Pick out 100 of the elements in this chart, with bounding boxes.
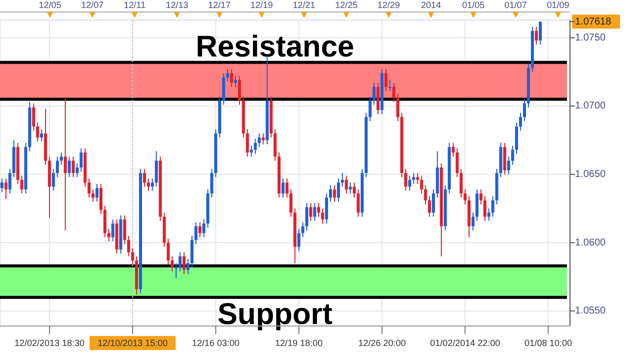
candlestick (376, 82, 380, 115)
candlestick (511, 145, 514, 166)
x-tick-label: 12/26 20:00 (358, 338, 406, 348)
candlestick (234, 76, 238, 88)
candlestick (250, 145, 253, 158)
candlestick (95, 183, 98, 202)
candlestick (464, 188, 467, 205)
candlestick (388, 80, 392, 92)
text: 12/29 (377, 0, 400, 10)
candlestick (4, 178, 8, 200)
candlestick (111, 218, 114, 242)
candlestick (392, 82, 396, 102)
candlestick (60, 152, 63, 166)
y-tick-label: 1.0600 (575, 237, 606, 248)
candlestick (491, 196, 494, 218)
candlestick (515, 122, 518, 154)
candlestick (103, 205, 106, 238)
candlestick (182, 252, 186, 275)
candlestick (285, 178, 288, 198)
candlestick (142, 168, 146, 188)
candlestick (146, 178, 150, 192)
candlestick (309, 202, 312, 222)
band-label: Support (218, 298, 332, 332)
candlestick (456, 148, 459, 178)
x-tick-label: 12/02/2013 18:30 (14, 338, 85, 348)
x-tick-label: 12/19 18:00 (275, 338, 323, 348)
candlestick (262, 132, 265, 145)
candlestick (348, 182, 352, 194)
text: 2014 (420, 0, 442, 10)
text: 12/17 (208, 0, 231, 10)
candlestick (297, 228, 300, 252)
x-tick-label: 01/02/2014 22:00 (430, 338, 500, 348)
candlestick (238, 76, 241, 106)
candlestick (344, 175, 348, 194)
text: 12/07 (81, 0, 104, 10)
candlestick (230, 68, 234, 88)
candlestick (190, 235, 194, 268)
candlestick (274, 128, 277, 162)
candlestick (0, 178, 4, 193)
candlestick (301, 222, 304, 238)
text: 01/07 (504, 0, 527, 10)
candlestick (222, 72, 226, 106)
candlestick (99, 183, 102, 214)
candlestick (507, 156, 510, 175)
candlestick (475, 188, 478, 222)
candlestick (408, 175, 412, 192)
y-tick-label: 1.0700 (575, 100, 606, 112)
text: 12/21 (292, 0, 316, 10)
candlestick (325, 192, 328, 224)
candlestick (64, 97, 67, 231)
candlestick (131, 248, 134, 266)
candlestick (178, 252, 182, 272)
candlestick (202, 218, 206, 238)
candlestick (72, 156, 75, 178)
candlestick (170, 256, 174, 272)
candlestick (52, 168, 55, 192)
candlestick (198, 222, 202, 238)
candlestick (246, 128, 249, 158)
candlestick (107, 228, 110, 242)
y-tick-label: 1.07618 (575, 16, 612, 28)
candlestick (40, 128, 44, 142)
candlestick (154, 150, 158, 188)
candlestick (313, 202, 316, 222)
candlestick (123, 214, 126, 245)
candlestick (321, 208, 324, 224)
candlestick (483, 196, 486, 222)
y-tick-label: 1.0650 (575, 169, 606, 180)
candlestick (472, 212, 475, 231)
candlestick (428, 196, 431, 218)
text: 01/05 (462, 0, 485, 10)
text: 12/11 (124, 0, 146, 10)
candlestick (460, 168, 463, 198)
y-tick-label: 1.0550 (575, 306, 606, 317)
candlestick (68, 156, 71, 178)
candlestick (32, 102, 36, 132)
text: 01/09 (546, 0, 570, 10)
candlestick (329, 184, 332, 202)
candlestick (336, 178, 340, 202)
text: 12/25 (335, 0, 358, 10)
y-tick-label: 1.0750 (575, 32, 606, 44)
candlestick (503, 142, 506, 175)
candlestick (416, 172, 420, 184)
x-tick-label: 01/08 10:00 (524, 338, 572, 348)
candlestick (8, 168, 12, 194)
candlestick (127, 235, 130, 257)
candlestick (20, 175, 24, 194)
candlestick (174, 262, 178, 279)
candlestick (519, 112, 522, 132)
band-label: Resistance (196, 30, 354, 64)
candlestick (88, 178, 91, 198)
candlestick (368, 96, 372, 122)
candlestick (372, 82, 376, 106)
candlestick (538, 20, 542, 46)
candlestick (396, 93, 400, 122)
candlestick (282, 178, 285, 198)
candlestick (420, 175, 424, 194)
candlestick (150, 178, 154, 192)
text: 12/13 (166, 0, 188, 10)
candlestick (258, 132, 261, 148)
candlestick (534, 26, 538, 46)
